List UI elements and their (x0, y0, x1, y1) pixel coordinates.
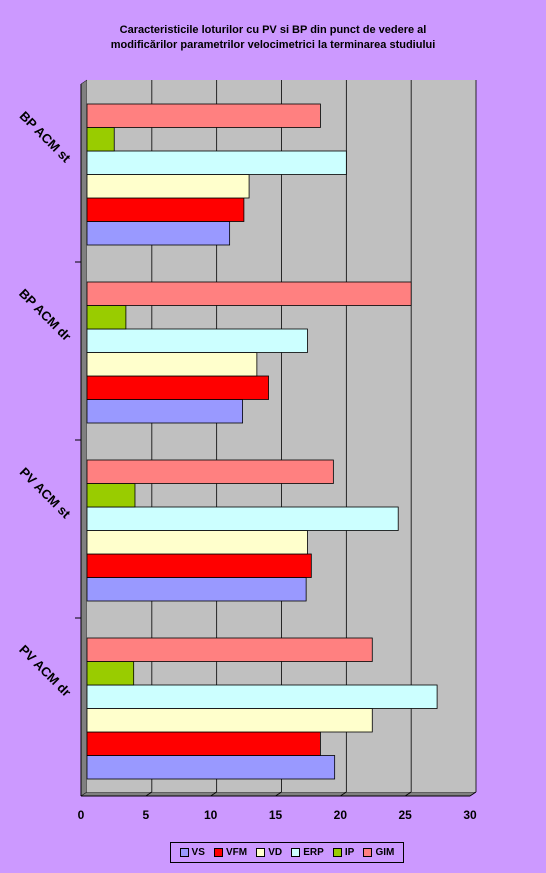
legend-label-VFM: VFM (226, 847, 248, 858)
bar-VS-BP-ACM-st (86, 221, 231, 246)
bar-GIM-BP-ACM-dr (86, 281, 412, 306)
legend-item-VS: VS (179, 847, 205, 858)
bar-ERP-BP-ACM-dr (86, 328, 308, 353)
x-tick-label-25: 25 (398, 808, 412, 822)
bar-VD-PV-ACM-st (86, 530, 308, 555)
plot-side-wall (80, 79, 88, 797)
gridline-floor-30 (469, 791, 477, 797)
category-label-BP-ACM-st: BP ACM st (17, 108, 75, 166)
x-tick-label-20: 20 (334, 808, 348, 822)
bar-ERP-PV-ACM-st (86, 506, 399, 531)
legend-label-VD: VD (268, 847, 283, 858)
x-tick-label-5: 5 (142, 808, 149, 822)
bar-VS-PV-ACM-st (86, 577, 307, 602)
bar-IP-BP-ACM-st (86, 127, 115, 152)
category-label-PV-ACM-dr: PV ACM dr (16, 642, 74, 700)
bar-VFM-PV-ACM-st (86, 553, 312, 578)
bar-ERP-PV-ACM-dr (86, 684, 438, 709)
x-tick-label-30: 30 (463, 808, 477, 822)
bar-IP-BP-ACM-dr (86, 305, 127, 330)
gridline-floor-5 (145, 791, 153, 797)
chart-title-line-2: modificărilor parametrilor velocimetrici… (110, 39, 436, 51)
legend-swatch-GIM (363, 848, 373, 857)
bar-VFM-BP-ACM-st (86, 197, 245, 222)
bar-GIM-PV-ACM-dr (86, 637, 373, 662)
legend-item-VFM: VFM (214, 847, 247, 858)
gridline-floor-15 (275, 791, 282, 797)
bar-VS-BP-ACM-dr (86, 399, 244, 424)
bar-VD-BP-ACM-dr (86, 352, 258, 377)
legend-swatch-VD (256, 848, 266, 857)
legend-item-GIM: GIM (363, 847, 394, 858)
legend-label-IP: IP (344, 847, 355, 858)
category-label-PV-ACM-st: PV ACM st (17, 464, 74, 521)
bar-VD-PV-ACM-dr (86, 708, 373, 733)
legend-item-VD: VD (256, 847, 282, 858)
legend-label-GIM: GIM (375, 847, 395, 858)
legend-item-ERP: ERP (291, 847, 324, 858)
bar-VFM-PV-ACM-dr (86, 731, 321, 756)
legend-swatch-VFM (214, 848, 223, 857)
chart-legend: VS VFM VD ERP IP GIM (170, 842, 404, 863)
legend-swatch-VS (179, 848, 189, 857)
bar-GIM-BP-ACM-st (86, 103, 321, 128)
bar-IP-PV-ACM-st (86, 483, 136, 508)
x-tick-label-10: 10 (204, 808, 218, 822)
legend-item-IP: IP (332, 847, 355, 858)
bar-IP-PV-ACM-dr (86, 661, 135, 686)
legend-swatch-ERP (291, 848, 301, 857)
gridline-floor-20 (340, 791, 347, 797)
legend-label-ERP: ERP (303, 847, 324, 858)
x-tick-label-0: 0 (78, 808, 85, 822)
bar-VD-BP-ACM-st (86, 174, 250, 199)
legend-label-VS: VS (191, 847, 205, 858)
chart-title-line-1: Caracteristicile loturilor cu PV si BP d… (119, 24, 427, 36)
bar-VFM-BP-ACM-dr (86, 375, 269, 400)
x-tick-label-15: 15 (269, 808, 283, 822)
legend-swatch-IP (332, 848, 342, 857)
bar-GIM-PV-ACM-st (86, 459, 334, 484)
gridline-floor-10 (210, 791, 217, 797)
gridline-floor-25 (404, 791, 412, 797)
category-label-BP-ACM-dr: BP ACM dr (16, 286, 74, 344)
bar-ERP-BP-ACM-st (86, 150, 347, 175)
bar-VS-PV-ACM-dr (86, 755, 336, 780)
